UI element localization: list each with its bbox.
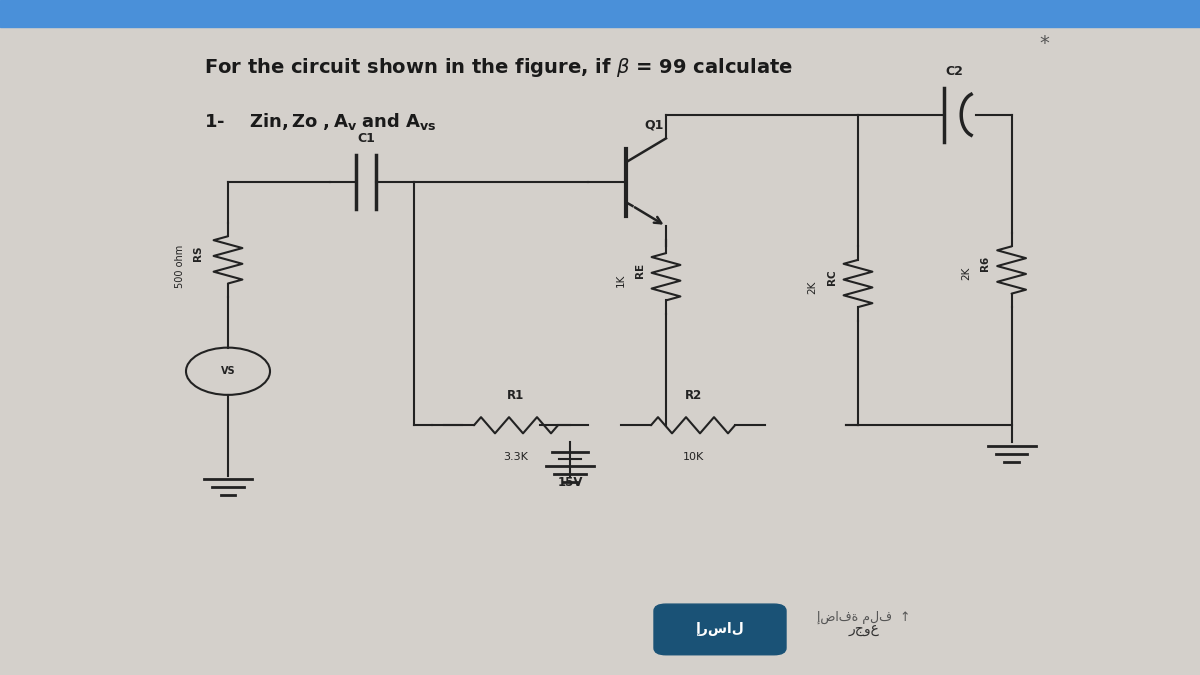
Text: إرسال: إرسال: [696, 622, 744, 636]
Text: 1-    $\mathbf{Zin, Zo\ ,A_v\ and\ A_{vs}}$: 1- $\mathbf{Zin, Zo\ ,A_v\ and\ A_{vs}}$: [204, 111, 437, 132]
Text: For the circuit shown in the figure, if $\beta$ = 99 calculate: For the circuit shown in the figure, if …: [204, 56, 793, 79]
Bar: [0, 0, 1200, 27]
FancyBboxPatch shape: [654, 604, 786, 655]
Text: RS: RS: [193, 246, 203, 261]
Text: Q1: Q1: [644, 119, 664, 132]
Text: RE: RE: [635, 263, 644, 277]
Text: RC: RC: [827, 269, 836, 285]
Text: VS: VS: [221, 367, 235, 376]
Text: C2: C2: [946, 65, 962, 78]
Text: 500 ohm: 500 ohm: [175, 245, 185, 288]
Text: رجوع: رجوع: [848, 622, 880, 636]
Text: 15V: 15V: [557, 476, 583, 489]
Text: R1: R1: [508, 389, 524, 402]
Text: C1: C1: [358, 132, 374, 145]
Text: 2K: 2K: [808, 280, 817, 294]
Text: *: *: [1039, 34, 1049, 53]
Text: 2K: 2K: [961, 267, 971, 280]
Text: إضافة ملف  ↑: إضافة ملف ↑: [817, 611, 911, 624]
Text: 3.3K: 3.3K: [504, 452, 528, 462]
Text: R2: R2: [684, 389, 702, 402]
Text: 1K: 1K: [616, 273, 625, 287]
Text: R6: R6: [980, 256, 990, 271]
Text: 10K: 10K: [683, 452, 703, 462]
